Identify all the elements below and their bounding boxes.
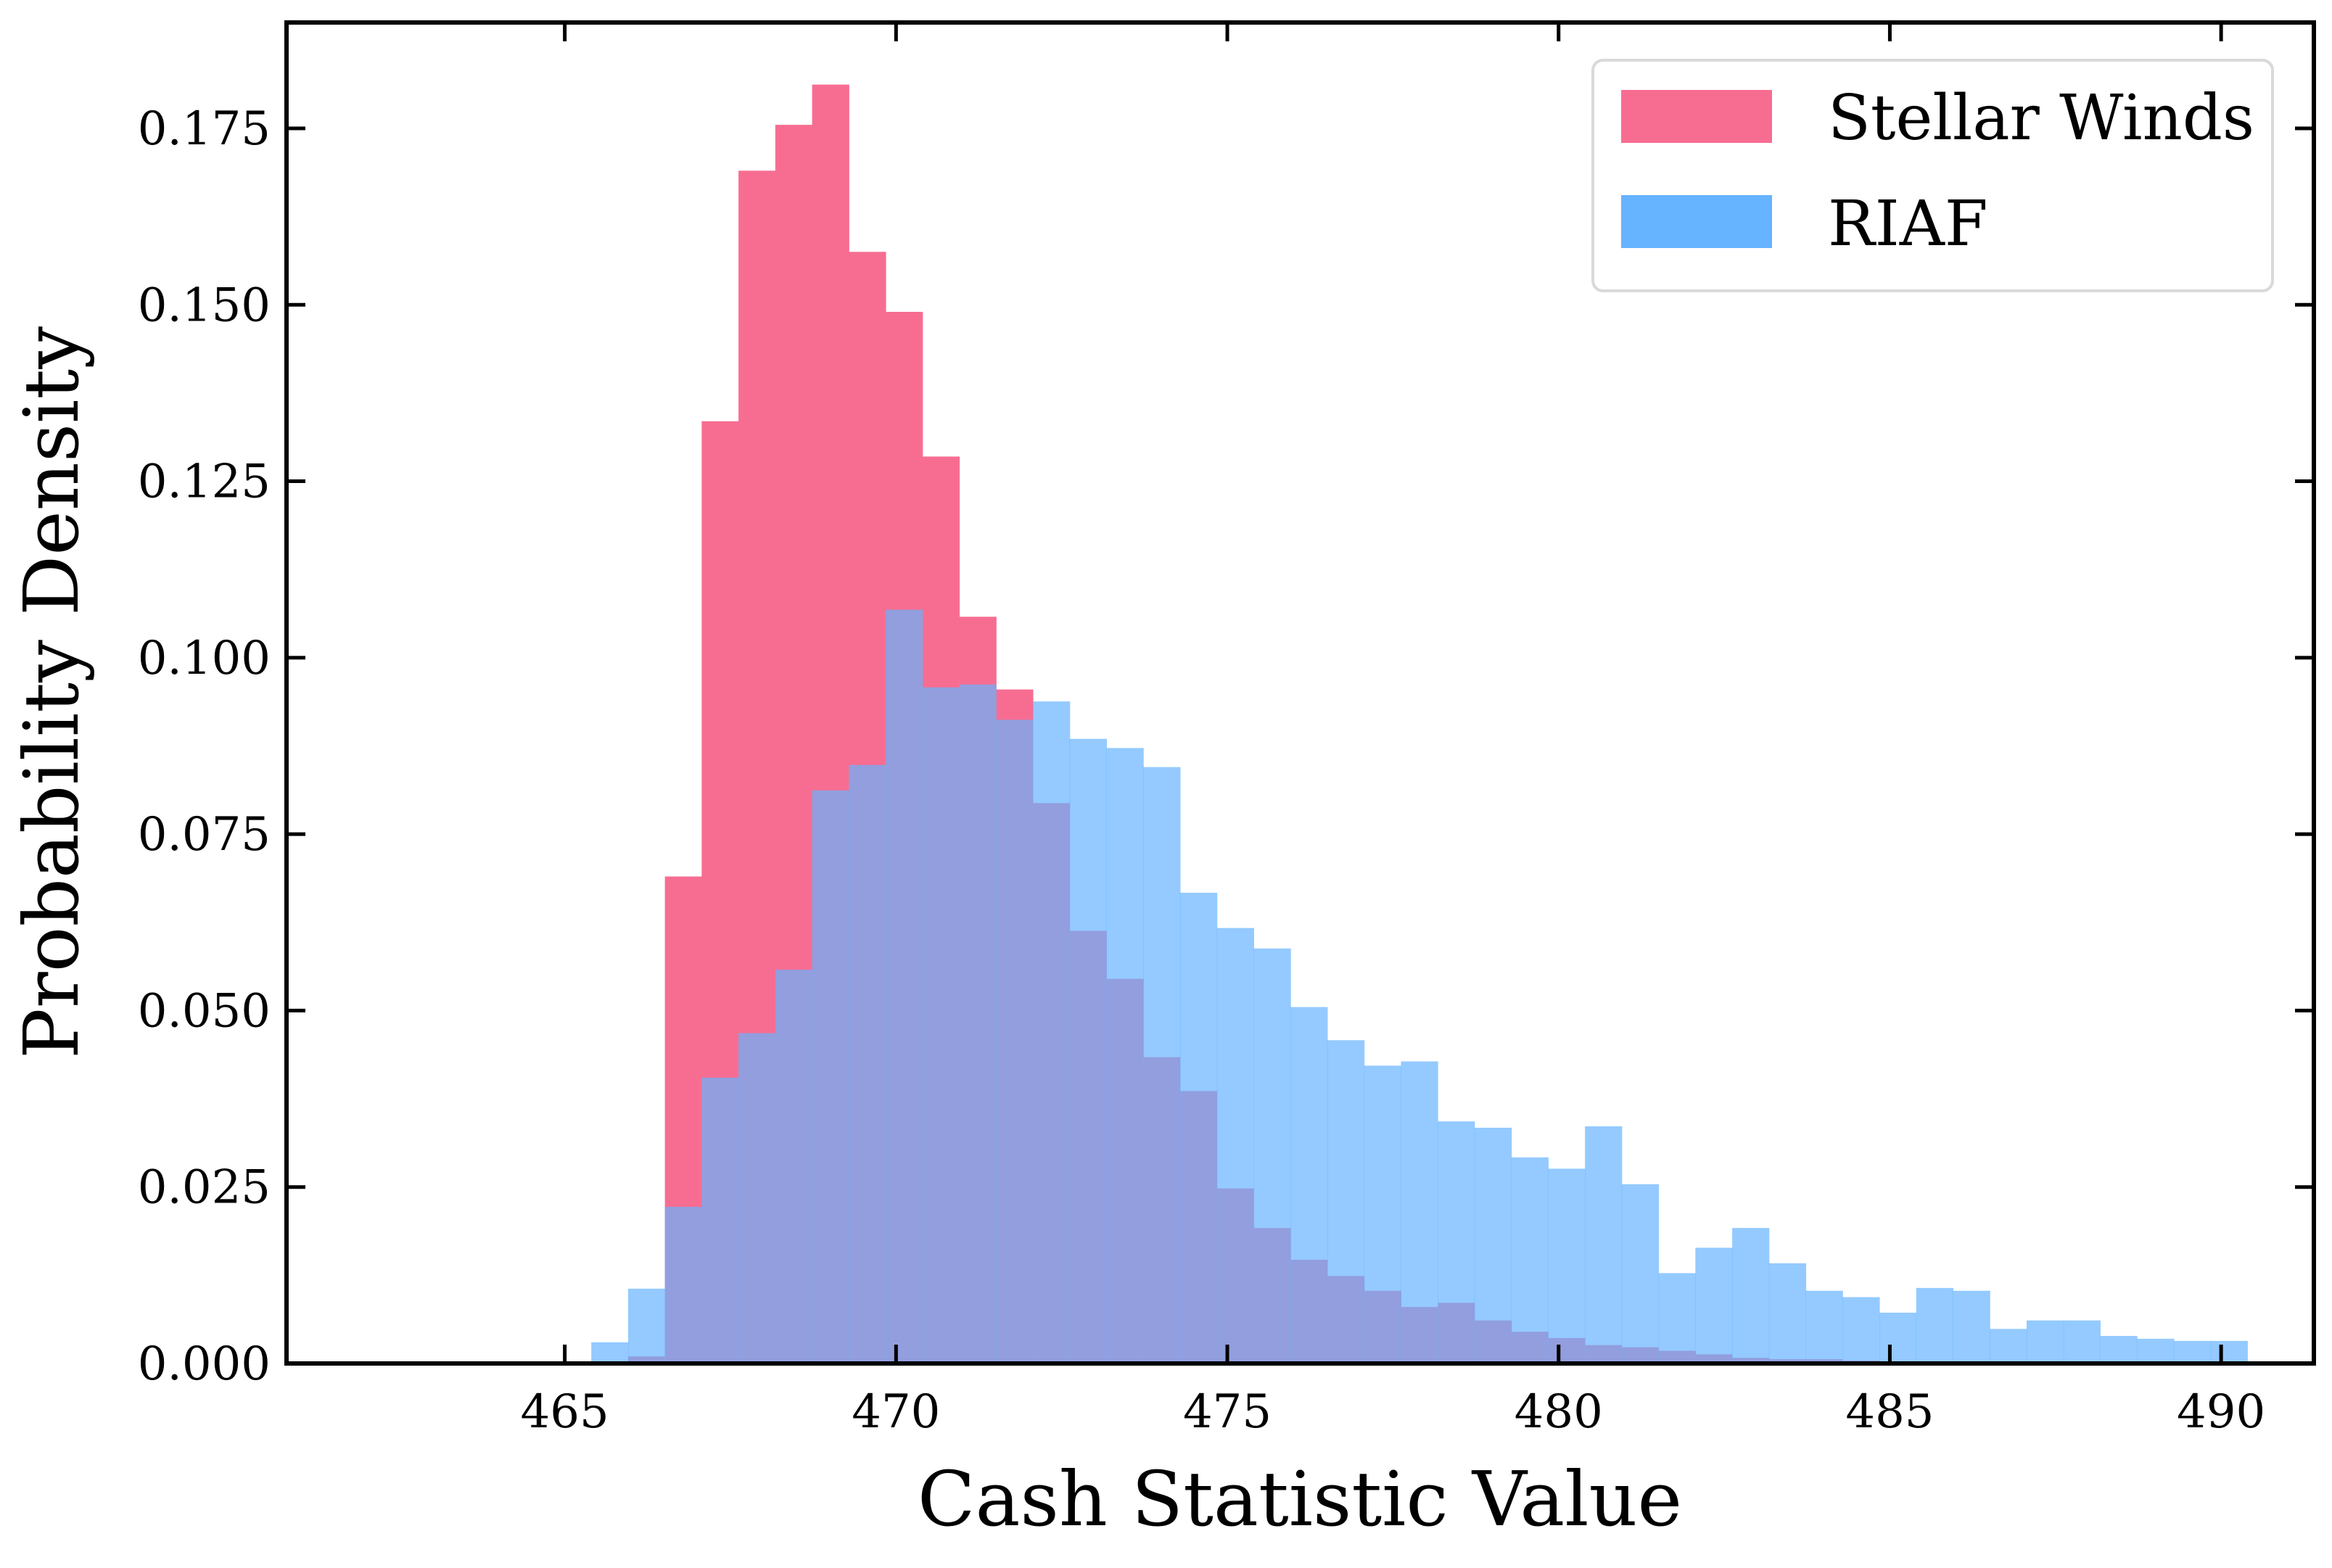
bar-riaf-35 [1879,1312,1917,1363]
bar-riaf-21 [1364,1065,1401,1363]
bar-riaf-25 [1511,1157,1549,1363]
bar-riaf-2 [664,1206,702,1363]
y-axis-ticks: 0.000 0.025 0.050 0.075 0.100 0.125 0.150 0.175 [138,102,2314,1391]
x-tick-label: 465 [521,1385,609,1439]
bar-riaf-40 [2063,1320,2101,1363]
bar-riaf-6 [812,790,849,1363]
bar-riaf-28 [1621,1184,1660,1363]
bar-riaf-36 [1916,1287,1954,1363]
legend-label-riaf: RIAF [1828,188,1988,260]
bar-riaf-20 [1327,1040,1365,1363]
y-axis-label: Probability Density [7,326,96,1059]
bar-riaf-15 [1143,767,1181,1363]
bar-riaf-23 [1438,1121,1475,1363]
bar-riaf-31 [1732,1228,1770,1363]
legend-swatch-riaf [1621,195,1772,248]
bar-riaf-5 [775,969,813,1363]
bar-riaf-41 [2100,1336,2138,1363]
legend-label-stellar-winds: Stellar Winds [1828,82,2254,154]
y-tick-label: 0.050 [138,984,271,1038]
bar-riaf-42 [2137,1338,2175,1363]
bar-riaf-44 [2210,1340,2248,1363]
y-tick-label: 0.175 [138,102,271,156]
bar-riaf-34 [1842,1297,1880,1363]
bar-riaf-16 [1179,892,1218,1363]
bar-riaf-26 [1548,1168,1586,1363]
bar-riaf-30 [1695,1247,1733,1363]
bar-riaf-38 [1990,1329,2027,1363]
bar-riaf-22 [1401,1061,1438,1363]
bar-riaf-37 [1953,1290,1990,1363]
bar-riaf-9 [922,687,960,1363]
bar-riaf-3 [701,1077,739,1363]
y-tick-label: 0.025 [138,1161,271,1215]
bar-riaf-17 [1216,928,1254,1363]
bar-riaf-33 [1805,1290,1843,1363]
bar-riaf-32 [1768,1263,1807,1363]
bar-riaf-19 [1290,1007,1328,1363]
x-tick-label: 485 [1845,1385,1934,1439]
bar-riaf-10 [959,684,997,1363]
plot-frame [284,20,2316,1366]
x-tick-label: 470 [852,1385,940,1439]
bar-riaf-0 [591,1342,629,1363]
bar-riaf-11 [996,719,1034,1363]
bar-riaf-13 [1069,738,1108,1363]
x-tick-label: 480 [1515,1385,1603,1439]
bar-riaf-39 [2026,1320,2064,1363]
legend-swatch-stellar-winds [1621,90,1772,143]
series-riaf [591,609,2248,1363]
legend: Stellar Winds RIAF [1591,59,2274,292]
bar-riaf-27 [1585,1126,1623,1363]
x-tick-label: 490 [2177,1385,2265,1439]
bar-riaf-29 [1658,1273,1696,1363]
bar-riaf-24 [1474,1127,1512,1363]
bar-riaf-18 [1253,948,1291,1363]
x-axis-ticks: 465 470 475 480 485 490 [521,22,2265,1439]
bar-riaf-7 [849,764,886,1363]
bar-riaf-12 [1033,701,1071,1363]
y-tick-label: 0.075 [138,808,271,862]
x-axis-label: Cash Statistic Value [918,1455,1682,1543]
bar-riaf-1 [627,1288,666,1363]
y-tick-label: 0.000 [138,1337,271,1391]
bar-riaf-43 [2173,1340,2212,1363]
bar-riaf-14 [1106,748,1144,1363]
bar-riaf-4 [738,1033,776,1363]
y-tick-label: 0.125 [138,455,271,509]
y-tick-label: 0.150 [138,278,271,332]
plot-area [591,84,2248,1363]
bar-riaf-8 [886,609,923,1363]
y-tick-label: 0.100 [138,632,271,685]
x-tick-label: 475 [1183,1385,1272,1439]
